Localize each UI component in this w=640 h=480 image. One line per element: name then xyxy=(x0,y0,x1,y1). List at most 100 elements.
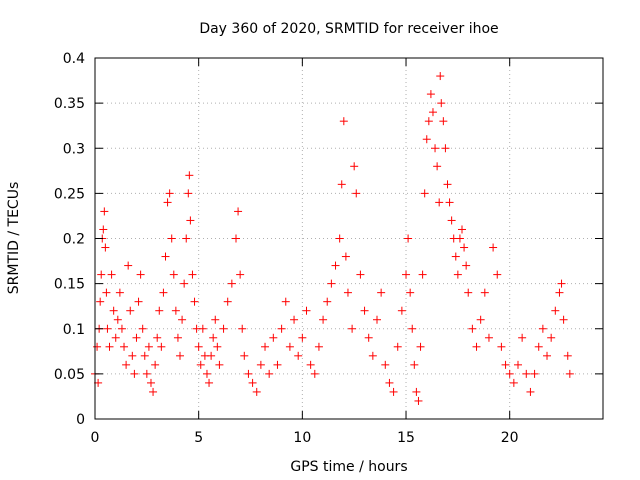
data-point xyxy=(298,333,307,342)
data-point xyxy=(146,378,155,387)
data-point xyxy=(236,270,245,279)
data-point xyxy=(368,351,377,360)
data-point xyxy=(447,216,456,225)
data-point xyxy=(505,369,514,378)
data-point xyxy=(96,297,105,306)
data-point xyxy=(441,144,450,153)
data-point xyxy=(443,180,452,189)
data-point xyxy=(435,198,444,207)
data-point xyxy=(132,333,141,342)
data-point xyxy=(100,207,109,216)
data-point xyxy=(153,333,162,342)
data-point xyxy=(244,369,253,378)
data-point xyxy=(464,288,473,297)
data-point xyxy=(414,396,423,405)
data-point xyxy=(433,162,442,171)
data-point xyxy=(93,342,102,351)
data-point xyxy=(534,342,543,351)
data-point xyxy=(159,288,168,297)
data-point xyxy=(501,360,510,369)
data-point xyxy=(497,342,506,351)
axis-ticks: 0 0.05 0.1 0.15 0.2 0.25 0.3 0.35 0.4 0 5 10 15 20 xyxy=(54,51,603,446)
data-point xyxy=(412,387,421,396)
data-point xyxy=(420,189,429,198)
data-point xyxy=(372,315,381,324)
data-point xyxy=(472,342,481,351)
data-point xyxy=(431,144,440,153)
data-point xyxy=(451,252,460,261)
data-point xyxy=(526,387,535,396)
data-point xyxy=(356,270,365,279)
data-point xyxy=(424,117,433,126)
data-point xyxy=(185,171,194,180)
data-point xyxy=(144,342,153,351)
data-point xyxy=(551,306,560,315)
data-point xyxy=(277,324,286,333)
data-point xyxy=(234,207,243,216)
data-point xyxy=(360,306,369,315)
data-point xyxy=(126,306,135,315)
x-tick-label: 20 xyxy=(501,430,519,446)
x-tick-label: 15 xyxy=(397,430,415,446)
data-point xyxy=(404,234,413,243)
data-point xyxy=(559,315,568,324)
data-point xyxy=(111,333,120,342)
data-point xyxy=(167,234,176,243)
data-point xyxy=(518,333,527,342)
data-point xyxy=(205,378,214,387)
data-point xyxy=(468,324,477,333)
data-point xyxy=(555,288,564,297)
data-point xyxy=(120,342,129,351)
data-point xyxy=(563,351,572,360)
data-point xyxy=(319,315,328,324)
data-point xyxy=(115,288,124,297)
data-point xyxy=(140,351,149,360)
y-tick-label: 0.25 xyxy=(54,186,85,202)
data-point xyxy=(294,351,303,360)
data-point xyxy=(151,360,160,369)
data-point xyxy=(113,315,122,324)
data-point xyxy=(122,360,131,369)
data-point xyxy=(223,297,232,306)
data-point xyxy=(101,243,110,252)
y-tick-label: 0.05 xyxy=(54,367,85,383)
data-point xyxy=(176,351,185,360)
data-point xyxy=(323,297,332,306)
y-tick-label: 0 xyxy=(76,412,85,428)
data-point xyxy=(97,270,106,279)
data-point xyxy=(261,342,270,351)
data-point xyxy=(455,234,464,243)
data-point xyxy=(173,333,182,342)
data-point xyxy=(352,189,361,198)
y-axis-label: SRMTID / TECUs xyxy=(6,182,22,295)
data-point xyxy=(215,360,224,369)
data-point xyxy=(538,324,547,333)
data-point xyxy=(453,270,462,279)
data-point xyxy=(180,279,189,288)
data-point xyxy=(184,189,193,198)
data-point xyxy=(103,324,112,333)
data-point xyxy=(428,108,437,117)
data-point xyxy=(252,387,261,396)
data-point xyxy=(310,369,319,378)
data-point xyxy=(327,279,336,288)
data-point xyxy=(314,342,323,351)
x-axis-label: GPS time / hours xyxy=(290,459,407,475)
y-tick-label: 0.35 xyxy=(54,96,85,112)
data-point xyxy=(194,342,203,351)
data-point xyxy=(128,351,137,360)
data-point xyxy=(422,135,431,144)
data-point xyxy=(543,351,552,360)
data-point xyxy=(169,270,178,279)
data-point xyxy=(198,324,207,333)
data-point xyxy=(209,333,218,342)
y-tick-label: 0.2 xyxy=(63,232,85,248)
data-point xyxy=(410,360,419,369)
data-point xyxy=(377,288,386,297)
data-point xyxy=(190,297,199,306)
data-point xyxy=(186,216,195,225)
data-point xyxy=(130,369,139,378)
data-point xyxy=(557,279,566,288)
data-point xyxy=(207,351,216,360)
